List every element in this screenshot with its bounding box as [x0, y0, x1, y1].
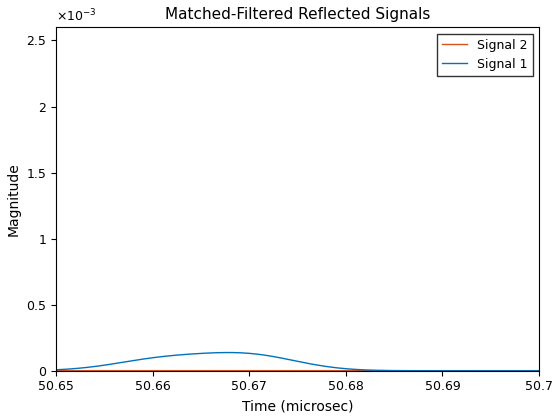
Signal 2 [510, 368, 517, 373]
Signal 1 [289, 358, 296, 363]
Signal 2 [53, 368, 59, 373]
Signal 2 [147, 368, 154, 373]
Signal 1 [147, 355, 154, 360]
Signal 2 [82, 368, 88, 373]
Signal 1 [510, 368, 517, 373]
Signal 2 [73, 368, 80, 373]
X-axis label: Time (microsec): Time (microsec) [242, 399, 353, 413]
Title: Matched-Filtered Reflected Signals: Matched-Filtered Reflected Signals [165, 7, 430, 22]
Signal 1 [225, 350, 231, 355]
Signal 1 [82, 365, 88, 370]
Legend: Signal 2, Signal 1: Signal 2, Signal 1 [437, 34, 533, 76]
Line: Signal 1: Signal 1 [56, 352, 539, 371]
Signal 2 [536, 368, 543, 373]
Text: $\times10^{-3}$: $\times10^{-3}$ [56, 7, 97, 24]
Signal 1 [55, 367, 62, 372]
Signal 2 [55, 368, 62, 373]
Signal 1 [73, 366, 80, 371]
Signal 2 [289, 368, 296, 373]
Y-axis label: Magnitude: Magnitude [7, 162, 21, 236]
Signal 1 [536, 368, 543, 373]
Signal 1 [53, 367, 59, 372]
